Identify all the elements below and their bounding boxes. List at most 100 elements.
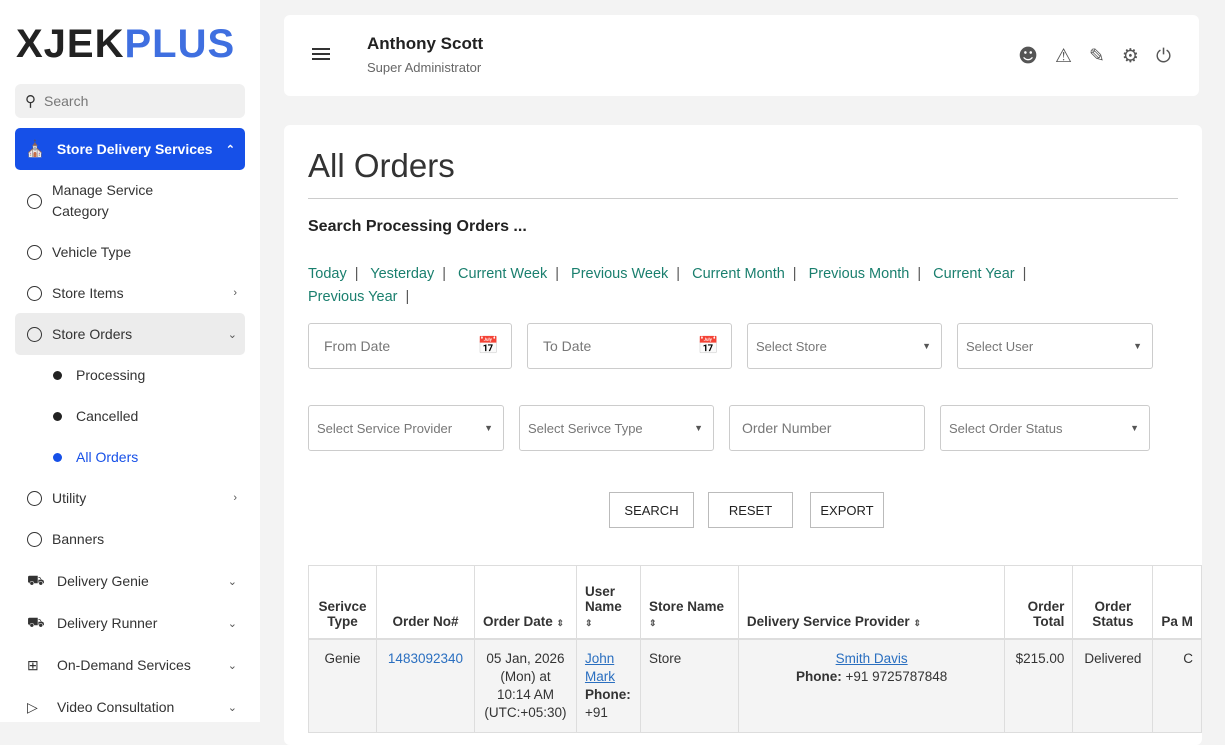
- filter-previous-week[interactable]: Previous Week: [571, 266, 669, 282]
- divider: [308, 198, 1178, 199]
- label: All Orders: [76, 449, 139, 465]
- chevron-down-icon: ⌄: [227, 701, 237, 714]
- chevron-up-icon: ⌃: [225, 143, 235, 156]
- provider-phone: +91 9725787848: [845, 668, 948, 684]
- order-number-input[interactable]: Order Number: [729, 405, 925, 451]
- caret-down-icon: ▼: [484, 423, 493, 433]
- filter-current-week[interactable]: Current Week: [458, 266, 548, 282]
- label: Utility: [52, 490, 87, 506]
- orders-card: All Orders Search Processing Orders ... …: [284, 125, 1202, 745]
- circle-icon: [27, 244, 42, 260]
- order-number-link[interactable]: 1483092340: [387, 650, 464, 666]
- circle-icon: [27, 193, 42, 209]
- sidebar-item-cancelled[interactable]: Cancelled: [15, 395, 245, 437]
- filter-current-month[interactable]: Current Month: [692, 266, 785, 282]
- sidebar-item-store-delivery-services[interactable]: ⛪ Store Delivery Services ⌃: [15, 128, 245, 170]
- logo[interactable]: XJEKPLUS: [16, 22, 235, 67]
- page-title: All Orders: [308, 147, 455, 184]
- dot-icon: [53, 452, 62, 462]
- sidebar-item-processing[interactable]: Processing: [15, 354, 245, 396]
- col-order-date[interactable]: Order Date ⇕: [473, 565, 577, 640]
- select-store[interactable]: Select Store ▼: [747, 323, 942, 369]
- phone-label: Phone:: [796, 668, 842, 684]
- export-button[interactable]: EXPORT: [810, 492, 884, 528]
- dot-icon: [53, 370, 62, 380]
- alert-icon[interactable]: ⚠: [1054, 45, 1072, 67]
- col-service-type: Serivce Type: [308, 565, 377, 640]
- label: Delivery Genie: [57, 573, 149, 589]
- col-delivery-provider[interactable]: Delivery Service Provider ⇕: [737, 565, 1006, 640]
- chevron-down-icon: ⌄: [227, 575, 237, 588]
- cell-order-status: Delivered: [1072, 638, 1154, 733]
- provider-link[interactable]: Smith Davis: [835, 650, 908, 666]
- user-phone: +91: [584, 704, 608, 720]
- edit-icon[interactable]: ✎: [1089, 45, 1105, 67]
- sidebar-item-video-consultation[interactable]: ▷ Video Consultation ⌄: [15, 686, 245, 728]
- filter-yesterday[interactable]: Yesterday: [370, 266, 435, 282]
- placeholder: Order Number: [742, 420, 832, 436]
- search-icon: ⚲: [25, 93, 36, 110]
- to-date-input[interactable]: To Date 📅: [527, 323, 732, 369]
- from-date-input[interactable]: From Date 📅: [308, 323, 512, 369]
- cell-service-type: Genie: [308, 638, 377, 733]
- filter-today[interactable]: Today: [308, 266, 347, 282]
- label: Manage Service Category: [52, 182, 154, 219]
- menu-icon[interactable]: [312, 48, 330, 63]
- sidebar-item-banners[interactable]: Banners: [15, 518, 245, 560]
- sidebar-item-store-items[interactable]: Store Items ›: [15, 272, 245, 314]
- label: On-Demand Services: [57, 657, 191, 673]
- cell-order-total: $215.00: [1004, 638, 1074, 733]
- cell-store-name: Store: [639, 638, 739, 733]
- label: Banners: [52, 531, 105, 547]
- caret-down-icon: ▼: [1133, 341, 1142, 351]
- sidebar-item-vehicle-type[interactable]: Vehicle Type: [15, 231, 245, 273]
- settings-icon[interactable]: ⚙: [1121, 45, 1139, 67]
- top-header: Anthony Scott Super Administrator ☻ ⚠ ✎ …: [284, 15, 1199, 96]
- sidebar-item-delivery-genie[interactable]: ⛟ Delivery Genie ⌄: [15, 560, 245, 602]
- search-button[interactable]: SEARCH: [609, 492, 694, 528]
- sidebar-item-on-demand-services[interactable]: ⊞ On-Demand Services ⌄: [15, 644, 245, 686]
- page-scrollbar[interactable]: [1221, 0, 1225, 722]
- sidebar-search-input[interactable]: ⚲ Search: [15, 84, 245, 118]
- sidebar-item-manage-service-category[interactable]: Manage Service Category: [15, 180, 245, 222]
- calendar-icon: 📅: [697, 336, 719, 356]
- col-store-name[interactable]: Store Name ⇕: [639, 565, 739, 640]
- placeholder: Select Store: [756, 338, 827, 354]
- placeholder: Select User: [966, 338, 1034, 354]
- circle-icon: [27, 531, 42, 547]
- filter-previous-year[interactable]: Previous Year: [308, 289, 398, 305]
- sidebar-item-delivery-runner[interactable]: ⛟ Delivery Runner ⌄: [15, 602, 245, 644]
- filter-current-year[interactable]: Current Year: [933, 266, 1015, 282]
- user-name-link[interactable]: John Mark: [584, 650, 615, 684]
- sort-icon: ⇕: [648, 617, 657, 628]
- col-user-name[interactable]: User Name ⇕: [575, 565, 641, 640]
- filter-previous-month[interactable]: Previous Month: [808, 266, 910, 282]
- select-service-type[interactable]: Select Serivce Type ▼: [519, 405, 714, 451]
- sidebar-item-utility[interactable]: Utility ›: [15, 477, 245, 519]
- logo-text-2: PLUS: [124, 22, 236, 66]
- col-order-total: Order Total: [1004, 565, 1074, 640]
- caret-down-icon: ▼: [922, 341, 931, 351]
- circle-icon: [27, 490, 42, 506]
- placeholder: Select Order Status: [949, 420, 1063, 436]
- quick-date-filters: Today | Yesterday | Current Week | Previous…: [308, 266, 1027, 305]
- col-payment: Pa M: [1152, 565, 1202, 640]
- calendar-icon: 📅: [477, 336, 499, 356]
- chevron-down-icon: ⌄: [227, 659, 237, 672]
- reset-button[interactable]: RESET: [708, 492, 793, 528]
- scooter-icon: ⛟: [27, 571, 45, 588]
- table-row: Genie 1483092340 05 Jan, 2026 (Mon) at 1…: [308, 638, 1202, 733]
- power-icon[interactable]: ⏻: [1155, 45, 1171, 67]
- select-user[interactable]: Select User ▼: [957, 323, 1153, 369]
- sort-icon: ⇕: [913, 617, 921, 628]
- label: Cancelled: [76, 408, 139, 424]
- sidebar-item-all-orders[interactable]: All Orders: [15, 436, 245, 478]
- select-service-provider[interactable]: Select Service Provider ▼: [308, 405, 504, 451]
- sidebar-item-store-orders[interactable]: Store Orders ⌄: [15, 313, 245, 355]
- circle-icon: [27, 326, 42, 342]
- placeholder: Select Serivce Type: [528, 420, 643, 436]
- user-icon[interactable]: ☻: [1018, 45, 1038, 67]
- select-order-status[interactable]: Select Order Status ▼: [940, 405, 1150, 451]
- placeholder: From Date: [324, 338, 391, 354]
- cell-order-date: 05 Jan, 2026 (Mon) at 10:14 AM (UTC:+05:…: [473, 638, 577, 733]
